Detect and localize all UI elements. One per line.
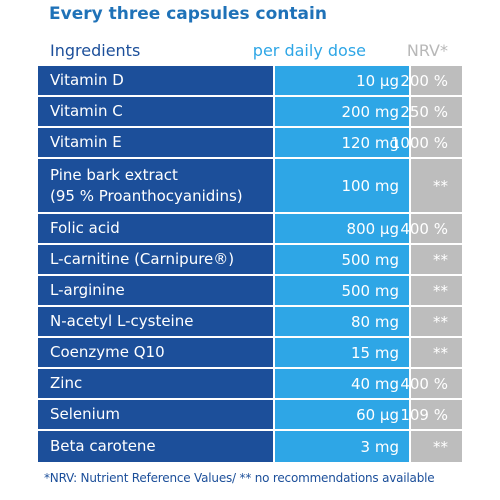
nrv-value: 400 % [400,219,448,238]
dose-value: 200 mg [275,97,409,126]
ingredient-name: N-acetyl L-cysteine [38,307,273,336]
header-ingredients: Ingredients [50,41,141,60]
ingredient-name: L-carnitine (Carnipure®) [38,245,273,274]
nrv-value: 250 % [400,102,448,121]
table-row: Folic acid 800 µg 400 % [38,214,462,243]
nrv-cell: 400 % [400,214,462,243]
nrv-cell: 200 % [400,66,462,95]
nrv-value: 1000 % [390,133,448,152]
dose-value: 10 µg [275,66,409,95]
table-row: Vitamin E 120 mg 1000 % [38,128,462,157]
nrv-value: 200 % [400,71,448,90]
dose-value: 60 µg [275,400,409,429]
nrv-cell: ** [411,338,462,367]
nutrient-table: Vitamin D 10 µg 200 % Vitamin C 200 mg 250 % V… [38,66,462,464]
nrv-cell: ** [411,276,462,305]
ingredient-name: Selenium [38,400,273,429]
nrv-cell: 250 % [400,97,462,126]
header-nrv: NRV* [406,41,448,60]
table-row: Beta carotene 3 mg ** [38,431,462,462]
nrv-cell: ** [411,245,462,274]
footnote: *NRV: Nutrient Reference Values/ ** no r… [44,471,435,485]
dose-value: 100 mg [275,159,409,212]
dose-value: 500 mg [275,245,409,274]
nrv-value: 109 % [400,405,448,424]
ingredient-name: L-arginine [38,276,273,305]
table-row: Vitamin D 10 µg 200 % [38,66,462,95]
dose-value: 800 µg [275,214,409,243]
table-row: Pine bark extract (95 % Proanthocyanidin… [38,159,462,212]
dose-value: 120 mg [275,128,409,157]
ingredient-name: Vitamin C [38,97,273,126]
ingredient-name: Folic acid [38,214,273,243]
nrv-value: ** [433,176,448,195]
table-row: Vitamin C 200 mg 250 % [38,97,462,126]
dose-value: 80 mg [275,307,409,336]
table-row: N-acetyl L-cysteine 80 mg ** [38,307,462,336]
dose-value: 3 mg [275,431,409,462]
title: Every three capsules contain [49,4,327,24]
nrv-cell: ** [411,307,462,336]
nrv-value: 400 % [400,374,448,393]
header-dose: per daily dose [252,41,366,60]
table-row: Coenzyme Q10 15 mg ** [38,338,462,367]
nrv-cell: 1000 % [391,128,462,157]
table-row: L-arginine 500 mg ** [38,276,462,305]
nrv-cell: 400 % [400,369,462,398]
table-row: Selenium 60 µg 109 % [38,400,462,429]
table-row: Zinc 40 mg 400 % [38,369,462,398]
nrv-value: ** [433,343,448,362]
nrv-cell: 109 % [400,400,462,429]
nrv-value: ** [433,250,448,269]
ingredient-name: Vitamin D [38,66,273,95]
nrv-value: ** [433,281,448,300]
ingredient-name: Coenzyme Q10 [38,338,273,367]
dose-value: 15 mg [275,338,409,367]
ingredient-name: Pine bark extract (95 % Proanthocyanidin… [38,159,273,212]
ingredient-name: Vitamin E [38,128,273,157]
dose-value: 500 mg [275,276,409,305]
table-row: L-carnitine (Carnipure®) 500 mg ** [38,245,462,274]
dose-value: 40 mg [275,369,409,398]
nrv-value: ** [433,312,448,331]
nrv-value: ** [433,437,448,456]
ingredient-name: Zinc [38,369,273,398]
nrv-cell: ** [411,431,462,462]
ingredient-name: Beta carotene [38,431,273,462]
nrv-cell: ** [411,159,462,212]
